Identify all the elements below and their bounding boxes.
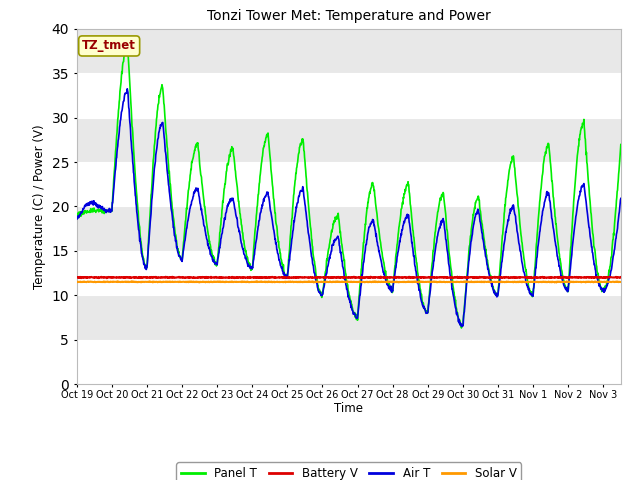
Panel T (490, 288, 498, 293)
Solar V (573, 279, 580, 285)
Line: Solar V: Solar V (77, 281, 638, 282)
Panel T (332, 216, 340, 222)
Panel T (627, 14, 635, 20)
Bar (77, 251, 621, 295)
Bar (77, 340, 621, 384)
Panel T (161, 109, 168, 115)
Battery V (628, 274, 636, 280)
Battery V (634, 275, 640, 280)
Legend: Panel T, Battery V, Air T, Solar V: Panel T, Battery V, Air T, Solar V (176, 462, 522, 480)
Solar V (161, 279, 168, 285)
Air T (73, 216, 81, 222)
Air T (343, 287, 351, 292)
Bar (77, 295, 621, 340)
Bar (77, 29, 621, 73)
Bar (77, 206, 621, 251)
Panel T (458, 325, 465, 331)
Battery V (332, 275, 340, 280)
Air T (332, 236, 340, 242)
Panel T (572, 167, 580, 172)
Line: Panel T: Panel T (77, 0, 638, 328)
Battery V (343, 275, 351, 280)
Air T (161, 137, 168, 143)
Solar V (73, 279, 81, 285)
Air T (458, 324, 466, 329)
Line: Battery V: Battery V (77, 276, 638, 278)
Air T (634, 79, 640, 85)
Panel T (343, 280, 351, 286)
Battery V (73, 275, 81, 280)
Solar V (332, 279, 340, 285)
Battery V (490, 275, 498, 280)
Solar V (344, 278, 351, 284)
Battery V (573, 274, 580, 280)
Solar V (343, 279, 351, 285)
Air T (490, 290, 498, 296)
Line: Air T: Air T (77, 82, 638, 326)
Panel T (73, 210, 81, 216)
Air T (572, 212, 580, 218)
Solar V (552, 279, 560, 285)
Bar (77, 118, 621, 162)
Solar V (628, 279, 636, 285)
Battery V (377, 274, 385, 279)
Battery V (161, 275, 168, 280)
Bar (77, 162, 621, 206)
Solar V (634, 279, 640, 285)
Bar (77, 73, 621, 118)
Title: Tonzi Tower Met: Temperature and Power: Tonzi Tower Met: Temperature and Power (207, 10, 491, 24)
Y-axis label: Temperature (C) / Power (V): Temperature (C) / Power (V) (33, 124, 46, 288)
X-axis label: Time: Time (334, 402, 364, 415)
Battery V (564, 276, 572, 281)
Air T (627, 114, 635, 120)
Text: TZ_tmet: TZ_tmet (82, 39, 136, 52)
Solar V (490, 279, 498, 285)
